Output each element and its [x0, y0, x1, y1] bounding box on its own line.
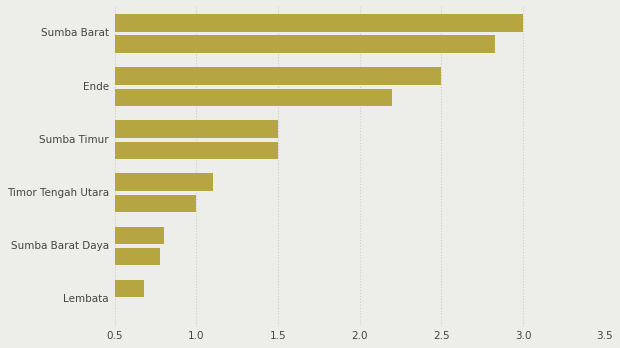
Bar — [33, 227, 164, 244]
Bar — [33, 195, 197, 212]
Bar — [33, 120, 278, 138]
Bar — [33, 142, 278, 159]
Bar — [33, 248, 161, 265]
Bar — [33, 35, 495, 53]
Bar — [33, 67, 441, 85]
Bar — [33, 280, 144, 297]
Bar — [33, 173, 213, 191]
Bar — [33, 14, 523, 32]
Bar — [33, 88, 392, 106]
